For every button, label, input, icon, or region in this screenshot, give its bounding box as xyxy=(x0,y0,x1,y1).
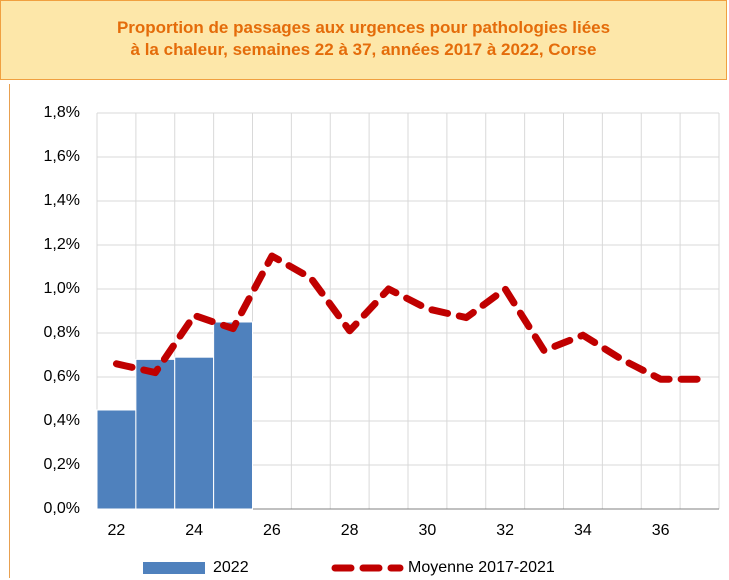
y-tick-label: 1,4% xyxy=(44,192,80,209)
x-tick-label: 28 xyxy=(341,522,359,539)
y-tick-label: 0,6% xyxy=(44,368,80,385)
bar xyxy=(96,409,137,510)
title-box: Proportion de passages aux urgences pour… xyxy=(0,0,727,80)
chart-title: à la chaleur, semaines 22 à 37, années 2… xyxy=(130,40,597,59)
y-tick-label: 1,8% xyxy=(44,104,80,121)
y-tick-label: 0,4% xyxy=(44,412,80,429)
y-tick-label: 1,6% xyxy=(44,148,80,165)
chart-frame xyxy=(9,84,728,578)
x-tick-label: 34 xyxy=(574,522,592,539)
bar xyxy=(135,358,176,510)
legend-label: 2022 xyxy=(213,559,249,576)
bar xyxy=(213,321,253,510)
y-tick-label: 0,0% xyxy=(44,500,80,517)
y-tick-label: 1,0% xyxy=(44,280,80,297)
line xyxy=(112,252,704,383)
x-tick-label: 26 xyxy=(263,522,281,539)
x-tick-label: 30 xyxy=(419,522,437,539)
y-tick-label: 0,2% xyxy=(44,456,80,473)
y-tick-label: 0,8% xyxy=(44,324,80,341)
x-tick-label: 36 xyxy=(652,522,670,539)
x-tick-label: 32 xyxy=(496,522,514,539)
chart-title: Proportion de passages aux urgences pour… xyxy=(116,18,611,37)
x-tick-label: 22 xyxy=(108,522,126,539)
legend-swatch xyxy=(143,562,205,574)
x-tick-label: 24 xyxy=(185,522,203,539)
bar xyxy=(174,356,215,510)
legend-label: Moyenne 2017-2021 xyxy=(408,559,555,576)
y-tick-label: 1,2% xyxy=(44,236,80,253)
